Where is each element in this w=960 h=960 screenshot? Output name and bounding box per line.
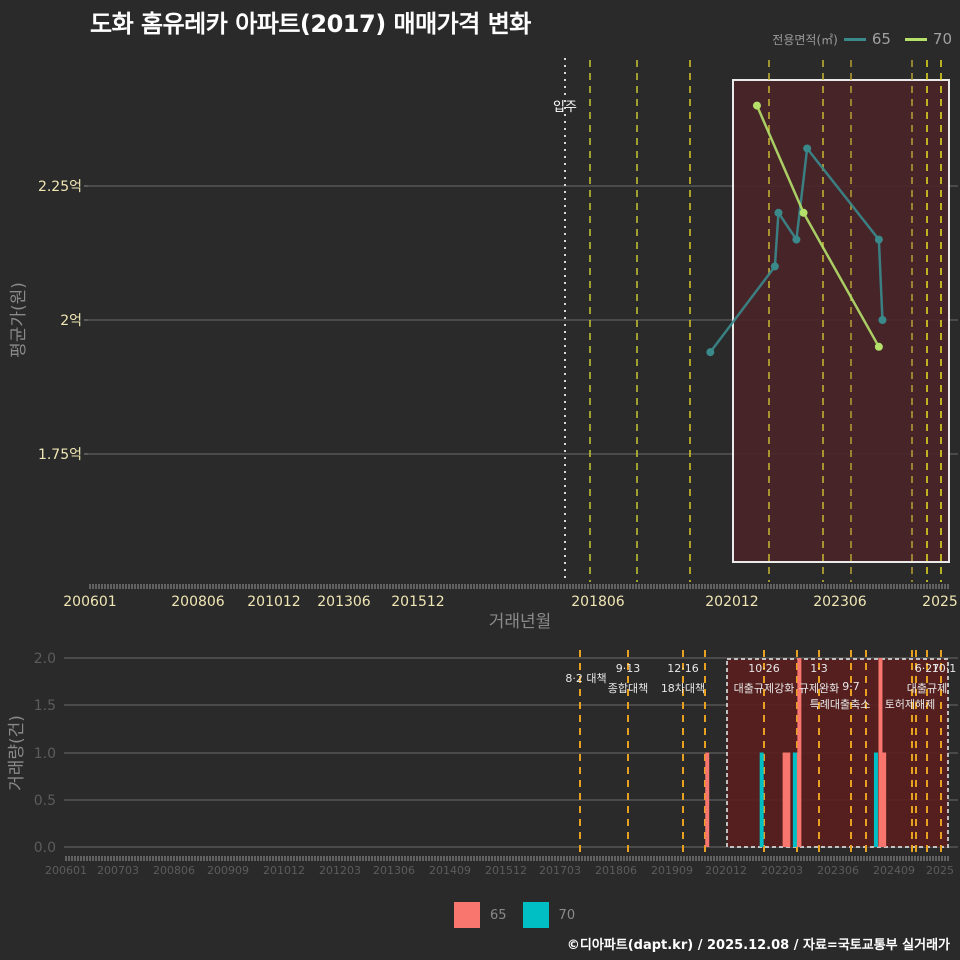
policy-label: 8·2 대책 [565,672,606,685]
x-tick-label: 201806 [595,864,637,877]
bar-70 [874,753,878,848]
y-axis-title: 평균가(원) [9,282,29,358]
policy-label: 종합대책 [608,682,648,695]
data-point-65 [771,262,779,270]
legend-swatch-65-box-icon [454,902,480,928]
data-point-65 [803,144,811,152]
x-tick-label: 202409 [873,864,915,877]
x-tick-label: 200601 [63,594,116,610]
y-axis-title: 거래량(건) [7,715,27,791]
x-tick-label: 201203 [319,864,361,877]
y-tick-label: 2.25억 [38,179,82,195]
x-tick-label: 200909 [207,864,249,877]
policy-label: 1·3 [810,662,828,675]
footer-credit: ©디아파트(dapt.kr) / 2025.12.08 / 자료=국토교통부 실… [567,934,950,953]
x-tick-label: 2025 [926,864,954,877]
x-tick-label: 2025 [922,594,958,610]
policy-label: 9·7 [842,680,860,693]
x-tick-label: 201703 [539,864,581,877]
bar-70 [760,753,764,848]
y-tick-label: 0.5 [34,793,56,809]
legend-bottom: 65 70 [454,902,575,928]
policy-label: 10·26 [748,662,780,675]
y-tick-label: 2.0 [34,651,56,667]
policy-label: 9·13 [616,662,641,675]
data-point-65 [878,316,886,324]
x-tick-label: 201806 [571,594,625,610]
legend-label-65: 65 [490,908,507,923]
bar-65 [783,753,787,848]
data-point-65 [792,236,800,244]
x-tick-label: 202012 [705,864,747,877]
y-tick-label: 2억 [60,313,82,329]
policy-label: 10·1 [932,662,957,675]
x-tick-label: 201512 [485,864,527,877]
x-tick-label: 201909 [651,864,693,877]
bar-65 [878,658,882,847]
data-point-65 [706,348,714,356]
move-in-label: 입주 [553,100,577,115]
policy-label: 12·16 [667,662,699,675]
x-tick-label: 201012 [263,864,305,877]
y-tick-label: 1.75억 [38,447,82,463]
policy-label: 대출규제강화 [734,682,795,695]
x-axis-title: 거래년월 [489,612,552,632]
x-tick-label: 201012 [247,594,300,610]
policy-label: 특례대출축소 [810,698,871,711]
x-tick-label: 201306 [317,594,371,610]
data-point-70 [800,209,808,217]
y-tick-label: 1.5 [34,698,56,714]
policy-label: 18차대책 [661,682,705,695]
x-tick-label: 201306 [373,864,415,877]
chart-canvas: 2.25억 2억 1.75억 입주 200601 200806 201012 201306 20… [0,0,960,960]
policy-label: 대출규제 [907,682,947,695]
bar-70 [793,753,797,848]
x-tick-label: 200703 [97,864,139,877]
x-tick-label: 200806 [171,594,225,610]
x-tick-label: 202306 [813,594,867,610]
data-point-70 [753,102,761,110]
policy-label: 토허제해제 [885,697,936,711]
legend-swatch-70-box-icon [523,902,549,928]
x-tick-label: 201409 [429,864,471,877]
bar-65 [705,753,709,848]
y-tick-label: 1.0 [34,746,56,762]
data-point-65 [875,236,883,244]
bar-65 [786,753,790,848]
legend-label-70: 70 [559,908,576,923]
x-tick-label: 202203 [761,864,803,877]
bar-65 [882,753,886,848]
x-tick-label: 200806 [153,864,195,877]
x-tick-label: 201512 [391,594,444,610]
highlight-region [733,80,949,562]
x-tick-label: 202306 [817,864,859,877]
data-point-70 [875,343,883,351]
data-point-65 [774,209,782,217]
y-tick-label: 0.0 [34,840,56,856]
x-tick-label: 202012 [705,594,758,610]
x-tick-label: 200601 [45,864,87,877]
policy-label: 규제완화 [799,682,839,695]
